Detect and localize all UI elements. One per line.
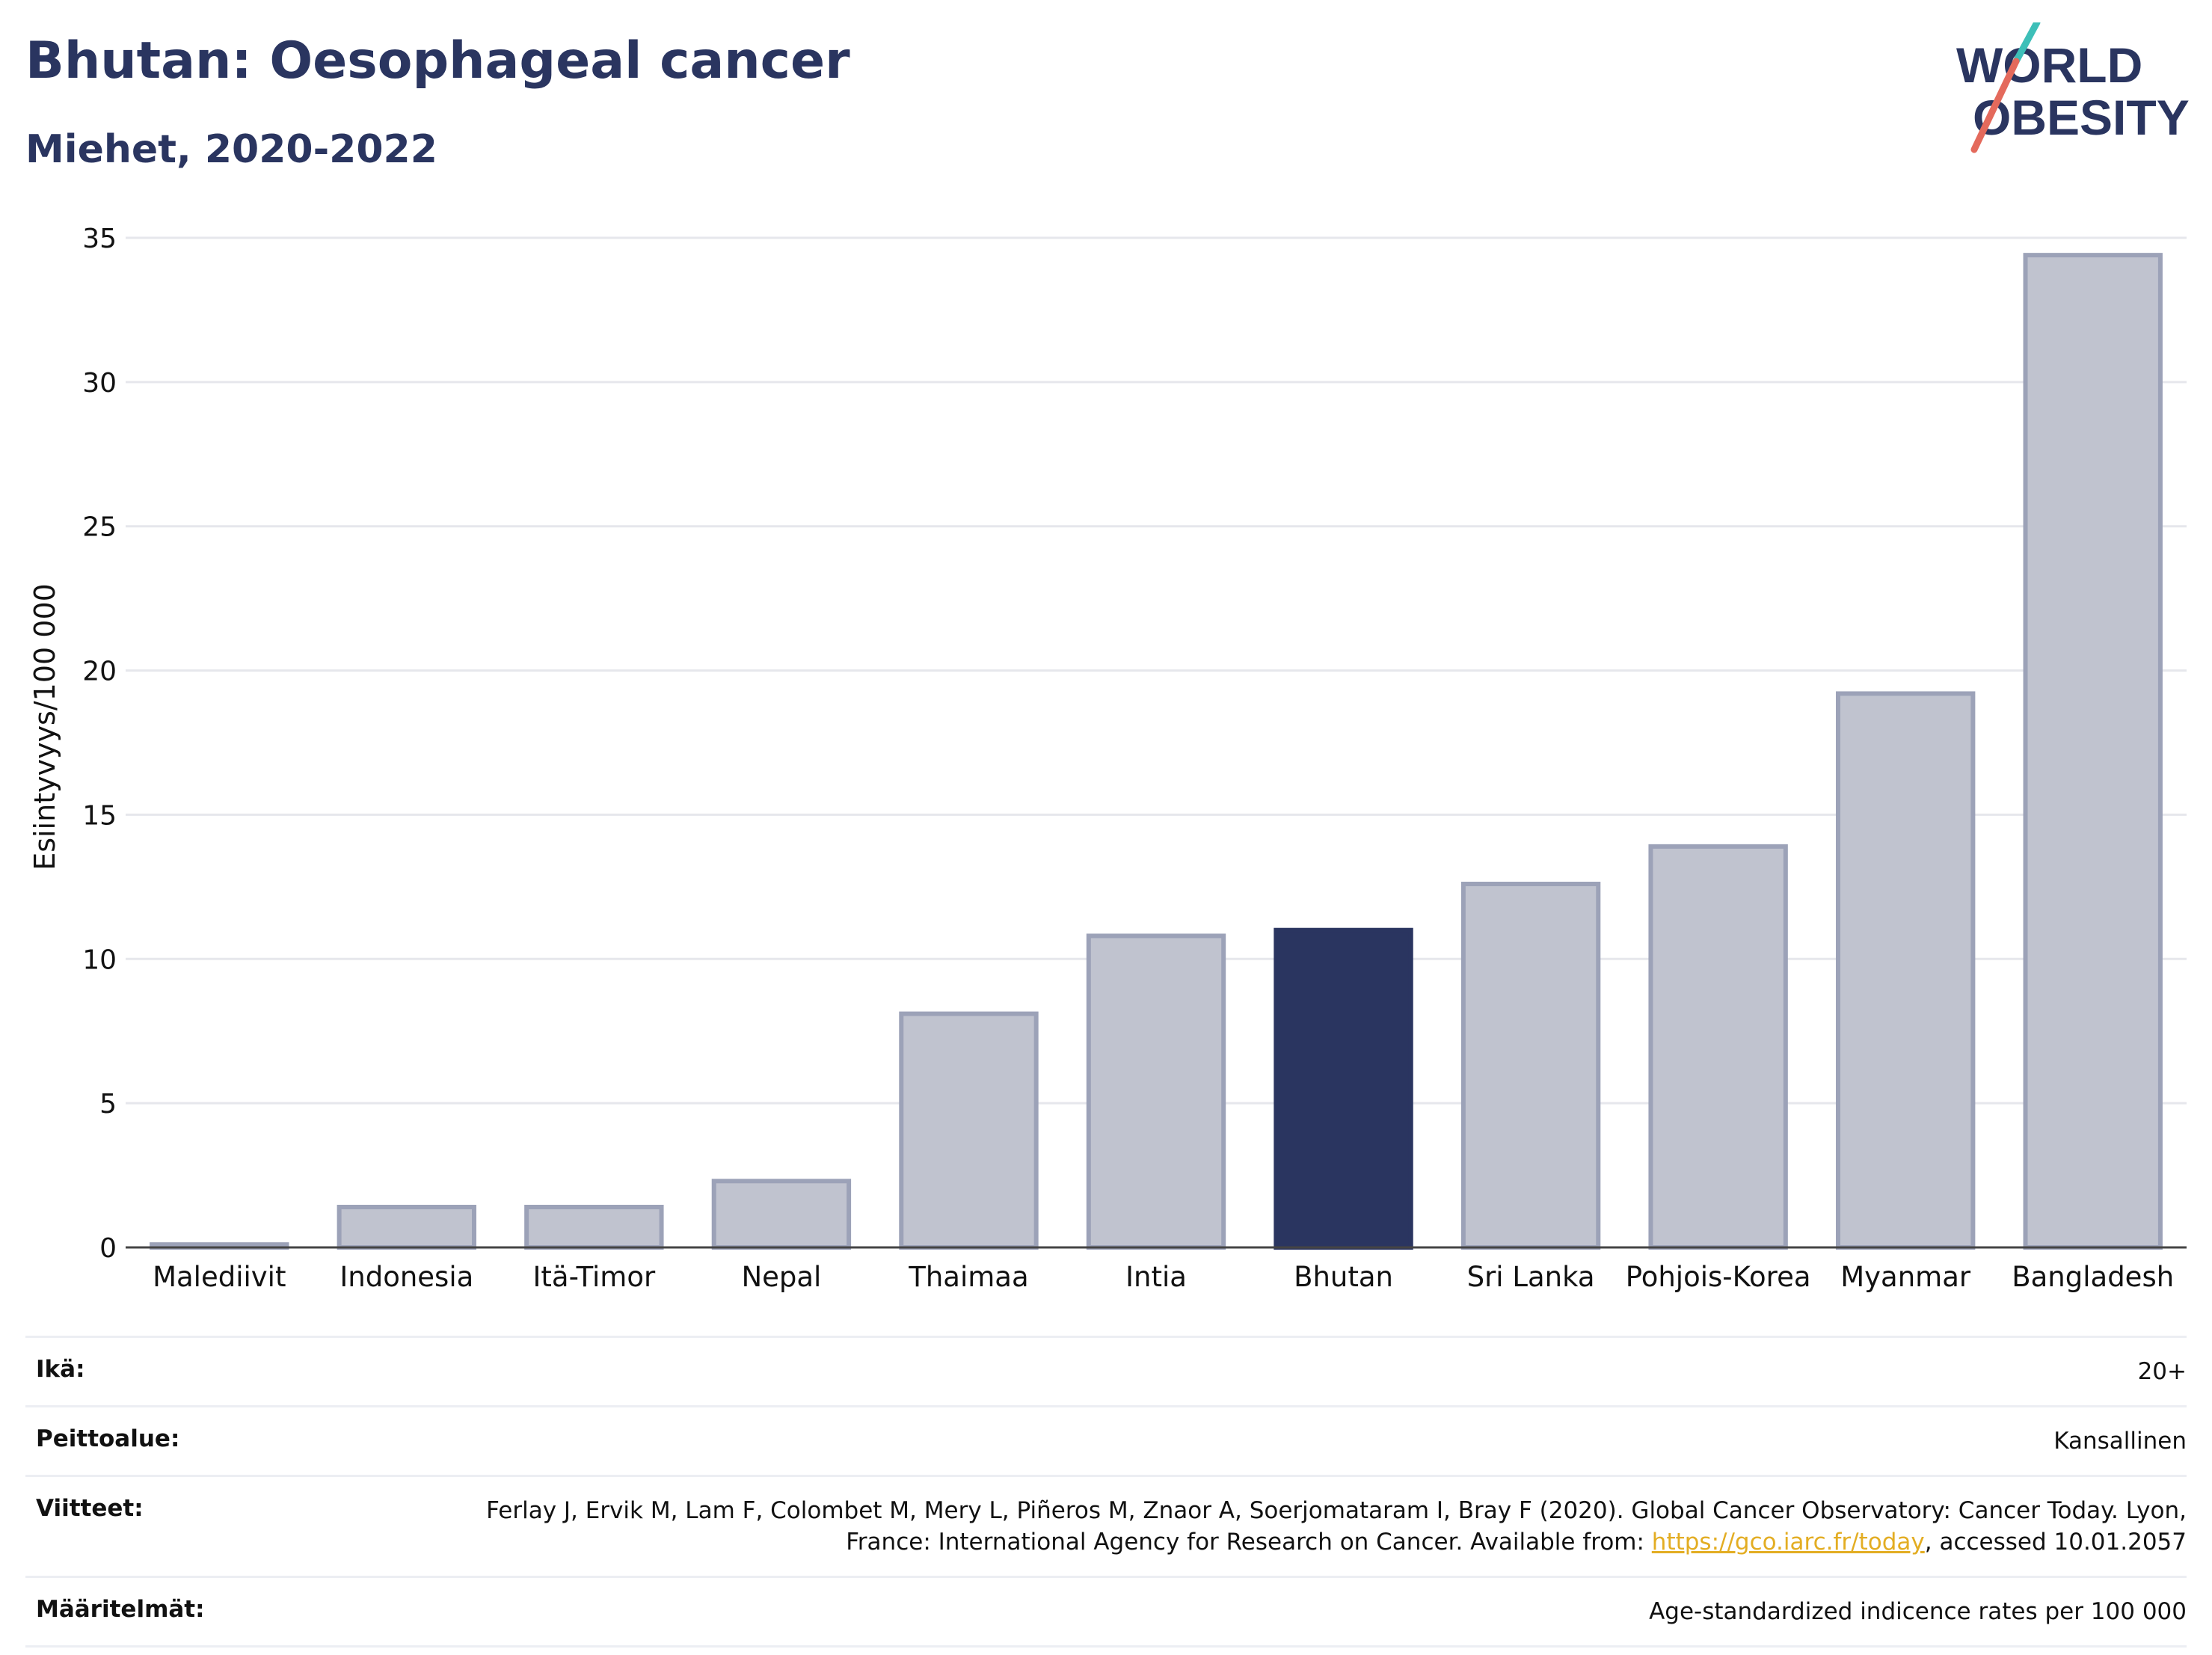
y-tick-label: 30: [82, 368, 117, 399]
bar: [1274, 927, 1413, 1250]
meta-key-age: Ikä:: [36, 1356, 85, 1383]
meta-value-age: 20+: [2137, 1358, 2187, 1385]
reference-text: Ferlay J, Ervik M, Lam F, Colombet M, Me…: [486, 1497, 2187, 1556]
meta-value-references: Ferlay J, Ervik M, Lam F, Colombet M, Me…: [467, 1495, 2187, 1558]
meta-value-coverage: Kansallinen: [2053, 1428, 2187, 1455]
bar: [2023, 253, 2163, 1250]
logo-line1: WORLD: [1956, 37, 2142, 93]
meta-row-age: Ikä: 20+: [25, 1336, 2187, 1405]
x-tick-label: Bangladesh: [2012, 1261, 2174, 1293]
x-tick-label: Thaimaa: [908, 1261, 1028, 1293]
x-tick-label: Sri Lanka: [1467, 1261, 1595, 1293]
meta-row-definitions: Määritelmät: Age-standardized indicence …: [25, 1576, 2187, 1648]
page-title: Bhutan: Oesophageal cancer: [25, 31, 850, 90]
x-tick-label: Itä-Timor: [533, 1261, 656, 1293]
logo-teal-slash: [2012, 22, 2041, 65]
y-tick-label: 20: [82, 657, 117, 687]
meta-key-definitions: Määritelmät:: [36, 1596, 205, 1623]
y-axis-label: Esiintyvyys/100 000: [28, 583, 61, 871]
logo-coral-slash: [1970, 58, 2020, 153]
reference-link[interactable]: https://gco.iarc.fr/today: [1651, 1529, 1925, 1556]
meta-value-definitions: Age-standardized indicence rates per 100…: [1649, 1598, 2187, 1625]
meta-row-references: Viitteet: Ferlay J, Ervik M, Lam F, Colo…: [25, 1475, 2187, 1576]
bar: [524, 1205, 664, 1250]
x-tick-label: Intia: [1125, 1261, 1187, 1293]
x-tick-label: Indonesia: [340, 1261, 473, 1293]
bar: [711, 1179, 852, 1250]
metadata-table: Ikä: 20+ Peittoalue: Kansallinen Viittee…: [25, 1336, 2187, 1648]
world-obesity-logo: WORLD OBESITY: [1956, 22, 2190, 153]
bar: [1648, 844, 1788, 1250]
y-tick-label: 0: [99, 1233, 117, 1264]
y-tick-label: 15: [82, 800, 117, 831]
bar: [899, 1011, 1039, 1250]
page-subtitle: Miehet, 2020-2022: [25, 127, 437, 172]
y-tick-label: 5: [99, 1089, 117, 1120]
meta-key-coverage: Peittoalue:: [36, 1425, 180, 1452]
y-tick-label: 35: [82, 224, 117, 254]
meta-row-coverage: Peittoalue: Kansallinen: [25, 1405, 2187, 1475]
x-tick-label: Myanmar: [1840, 1261, 1971, 1293]
y-tick-label: 10: [82, 945, 117, 975]
x-tick-label: Bhutan: [1294, 1261, 1393, 1293]
x-tick-label: Malediivit: [153, 1261, 286, 1293]
x-tick-label: Pohjois-Korea: [1626, 1261, 1811, 1293]
bar-chart: 0 5 10 15 20 25 30 35 Malediivit Indonesia Itä-Tim…: [82, 224, 2187, 1293]
logo-line2: OBESITY: [1973, 90, 2190, 145]
bar: [1835, 691, 1976, 1250]
meta-key-references: Viitteet:: [36, 1495, 144, 1522]
bar: [337, 1205, 477, 1250]
y-tick-label: 25: [82, 512, 117, 543]
bar: [1086, 933, 1226, 1250]
reference-accessed: , accessed 10.01.2057: [1924, 1529, 2187, 1556]
bar: [1460, 882, 1601, 1250]
x-tick-label: Nepal: [741, 1261, 821, 1293]
